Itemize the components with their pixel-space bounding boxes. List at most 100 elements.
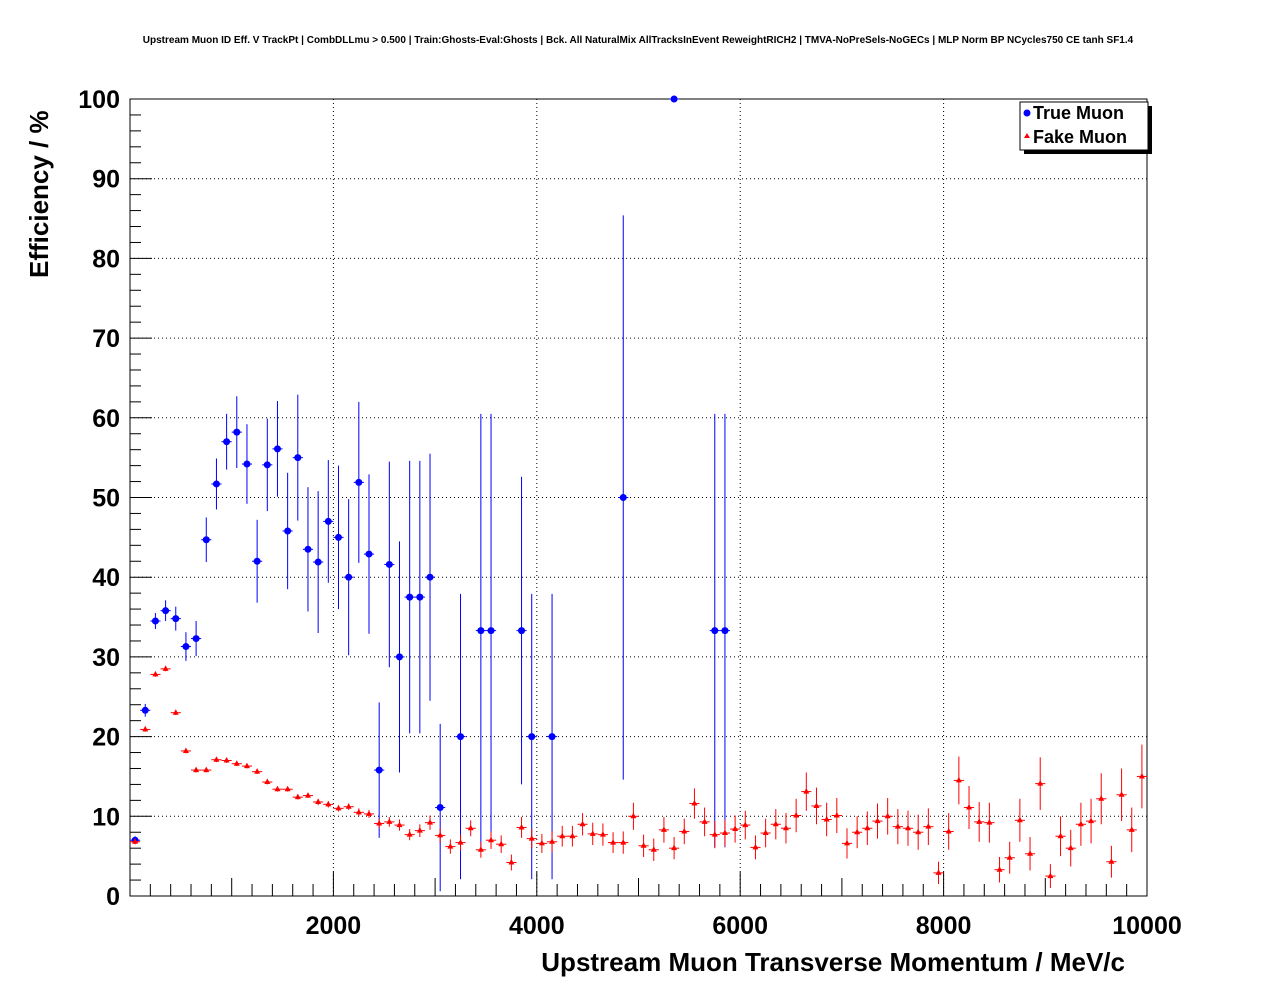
data-point	[284, 527, 292, 535]
data-point	[457, 733, 465, 741]
data-point	[457, 839, 464, 845]
data-point	[386, 818, 393, 824]
data-point	[1057, 832, 1064, 839]
series-fake-muon	[130, 665, 1147, 889]
data-point	[233, 760, 240, 766]
y-tick-label: 10	[92, 803, 120, 831]
y-tick-label: 30	[92, 644, 120, 672]
axis-ticks	[130, 98, 1148, 897]
data-point	[1047, 872, 1054, 879]
data-point	[538, 839, 545, 846]
data-point	[955, 776, 962, 783]
data-point	[599, 831, 606, 837]
data-point	[1077, 820, 1084, 827]
data-point	[416, 593, 424, 601]
data-point	[589, 830, 596, 836]
data-point	[742, 821, 749, 828]
data-point	[141, 706, 149, 714]
data-point	[1128, 826, 1135, 832]
chart-title: Upstream Muon ID Eff. V TrackPt | CombDL…	[143, 35, 1134, 46]
data-point	[945, 827, 952, 834]
y-tick-label: 80	[92, 245, 120, 273]
data-point	[996, 866, 1003, 872]
data-point	[772, 820, 779, 827]
x-tick-label: 6000	[712, 912, 768, 940]
data-point	[620, 839, 627, 845]
data-point	[793, 812, 800, 818]
data-point	[894, 823, 901, 829]
data-point	[508, 859, 515, 865]
data-point	[385, 560, 393, 568]
data-point	[334, 533, 342, 541]
data-point	[823, 815, 830, 822]
data-point	[375, 766, 383, 774]
data-point	[732, 825, 739, 832]
data-point	[477, 846, 484, 852]
data-point	[660, 826, 667, 832]
data-point	[304, 792, 311, 798]
data-point	[315, 798, 322, 804]
data-point	[528, 733, 536, 741]
data-point	[986, 819, 993, 825]
y-tick-label: 70	[92, 325, 120, 353]
data-point	[202, 536, 210, 544]
data-point	[192, 635, 200, 643]
data-point	[1067, 844, 1074, 851]
data-point	[813, 802, 820, 808]
data-point	[172, 709, 179, 715]
legend-label-true-muon: True Muon	[1033, 103, 1124, 123]
data-point	[254, 768, 261, 774]
legend-marker-true-muon	[1023, 109, 1031, 117]
x-tick-label: 8000	[916, 912, 972, 940]
data-point	[193, 766, 200, 773]
data-point	[528, 835, 535, 841]
data-point	[518, 823, 525, 830]
data-point	[671, 844, 678, 851]
data-point	[630, 812, 637, 819]
data-point	[762, 829, 769, 836]
data-point	[1118, 791, 1125, 797]
data-point	[619, 494, 627, 501]
data-point	[518, 627, 526, 635]
series-true-muon	[130, 95, 731, 892]
data-point	[233, 428, 241, 436]
data-point	[884, 812, 891, 819]
data-point	[579, 820, 586, 827]
data-point	[253, 557, 261, 565]
data-point	[212, 480, 220, 488]
data-point	[284, 785, 291, 792]
data-point	[294, 793, 301, 800]
data-point	[569, 832, 576, 839]
data-point	[142, 725, 149, 732]
y-tick-label: 50	[92, 485, 120, 513]
data-point	[864, 824, 871, 831]
data-point	[905, 824, 912, 831]
data-point	[915, 828, 922, 835]
data-point	[711, 627, 719, 635]
data-point	[365, 810, 372, 816]
data-point	[151, 617, 159, 625]
axis-tick-labels: 0 10 20 30 40 50 60 70 80 90 100 2000 4000 6000 8000 10…	[78, 86, 1181, 940]
data-point	[273, 445, 281, 453]
data-point	[355, 478, 363, 486]
x-tick-label: 2000	[306, 912, 362, 940]
data-point	[752, 843, 759, 850]
data-point	[701, 818, 708, 824]
data-point	[325, 800, 332, 807]
y-tick-label: 90	[92, 166, 120, 194]
data-point	[213, 756, 220, 762]
data-point	[162, 665, 169, 671]
data-point	[243, 762, 250, 769]
y-axis-label: Efficiency / %	[24, 110, 54, 278]
data-point	[487, 627, 495, 635]
y-tick-label: 0	[106, 883, 120, 911]
data-point	[365, 550, 373, 558]
x-tick-label: 10000	[1112, 912, 1182, 940]
data-series	[130, 95, 1147, 892]
data-point	[376, 819, 383, 826]
data-point	[691, 800, 698, 806]
data-point	[559, 832, 566, 839]
data-point	[263, 461, 271, 469]
data-point	[854, 828, 861, 835]
